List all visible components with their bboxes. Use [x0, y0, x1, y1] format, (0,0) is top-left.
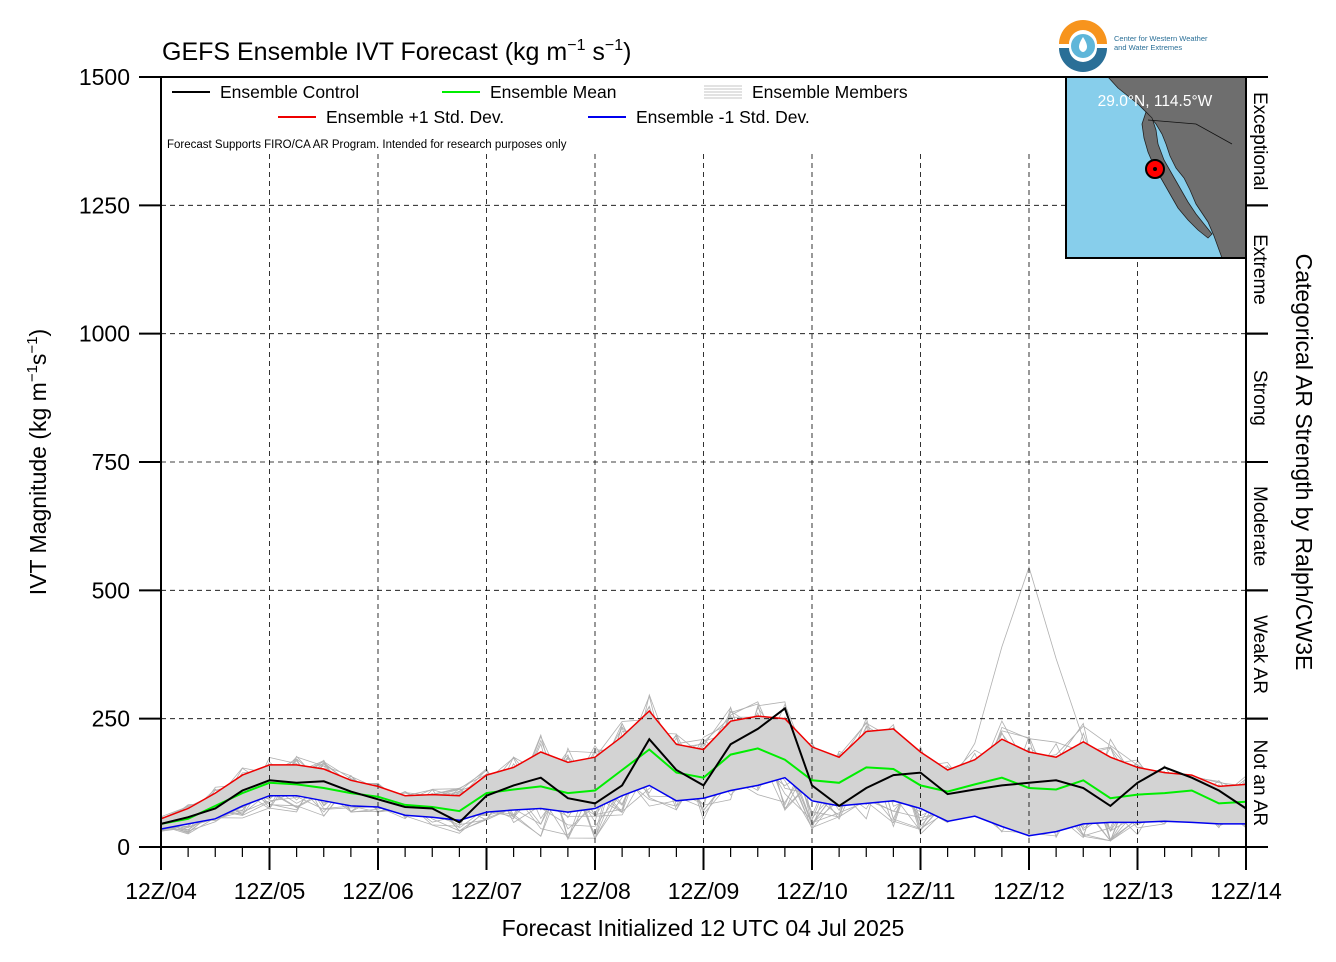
category-labels: Not an AR Weak AR Moderate Strong Extreme Exc…	[1246, 76, 1270, 848]
x-tick-label: 12Z/07	[451, 878, 523, 904]
y-tick-label: 0	[117, 834, 130, 860]
y-tick-label: 250	[92, 706, 130, 732]
y-tick-label: 500	[92, 577, 130, 603]
category-label: Extreme	[1249, 234, 1270, 305]
logo-text: Center for Western Weather and Water Ext…	[1114, 34, 1208, 52]
y-axis-label: IVT Magnitude (kg m−1s−1)	[24, 329, 51, 595]
y-tick-label: 1000	[79, 321, 130, 347]
right-axis-label: Categorical AR Strength by Ralph/CW3E	[1291, 254, 1317, 671]
std-dev-band	[161, 711, 1246, 836]
x-tick-label: 12Z/08	[559, 878, 631, 904]
cw3e-logo-icon	[1059, 20, 1107, 72]
category-label: Exceptional	[1249, 92, 1270, 190]
category-label: Strong	[1249, 370, 1270, 426]
grid-lines	[161, 154, 1246, 847]
x-axis-label: Forecast Initialized 12 UTC 04 Jul 2025	[502, 915, 905, 941]
x-tick-label: 12Z/06	[342, 878, 414, 904]
x-tick-label: 12Z/04	[125, 878, 197, 904]
inset-border	[1147, 119, 1233, 145]
std-dev-shading	[161, 711, 1246, 836]
legend-label: Ensemble Mean	[490, 82, 616, 102]
inset-map: 29.0°N, 114.5°W	[1065, 76, 1247, 259]
ensemble-1-std-dev--line	[160, 776, 1246, 837]
research-note: Forecast Supports FIRO/CA AR Program. In…	[167, 139, 567, 151]
inset-baja	[1141, 111, 1213, 239]
x-tick-label: 12Z/11	[886, 878, 956, 904]
legend: Ensemble Control Ensemble Mean Ensemble Me…	[172, 82, 908, 127]
ensemble-mean-line	[160, 747, 1247, 825]
y-tick-label: 750	[92, 449, 130, 475]
legend-label: Ensemble Control	[220, 82, 359, 102]
category-label: Weak AR	[1249, 615, 1270, 694]
inset-frame	[1065, 76, 1247, 259]
category-label: Not an AR	[1249, 740, 1270, 827]
x-tick-label: 12Z/12	[993, 878, 1065, 904]
legend-label: Ensemble +1 Std. Dev.	[326, 107, 504, 127]
x-tick-label: 12Z/13	[1102, 878, 1174, 904]
x-tick-label: 12Z/14	[1210, 878, 1282, 904]
category-label: Moderate	[1249, 486, 1270, 566]
axis-ticks: 0 250 500 750 1000 1250 1500 12Z/04 12Z/05 12Z/06…	[79, 64, 1282, 904]
inset-location: 29.0°N, 114.5°W	[1098, 93, 1213, 110]
chart-title: GEFS Ensemble IVT Forecast (kg m−1 s−1)	[162, 37, 632, 66]
legend-label: Ensemble -1 Std. Dev.	[636, 107, 810, 127]
legend-label: Ensemble Members	[752, 82, 908, 102]
y-tick-label: 1500	[79, 64, 130, 90]
x-tick-label: 12Z/10	[776, 878, 848, 904]
ensemble-control-line	[160, 706, 1247, 825]
x-tick-label: 12Z/09	[668, 878, 740, 904]
x-tick-label: 12Z/05	[234, 878, 306, 904]
ensemble-1-std-dev--line	[160, 709, 1247, 820]
series-lines	[160, 706, 1247, 837]
y-tick-label: 1250	[79, 192, 130, 218]
